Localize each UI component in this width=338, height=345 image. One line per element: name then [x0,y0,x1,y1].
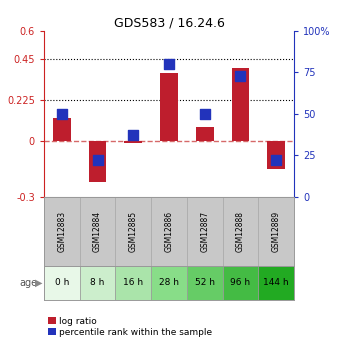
Bar [151,197,187,266]
Text: GSM12886: GSM12886 [165,210,173,252]
Text: 8 h: 8 h [90,278,105,287]
Bar [187,197,223,266]
Text: ▶: ▶ [35,278,42,288]
Text: GSM12884: GSM12884 [93,210,102,252]
Bar [115,197,151,266]
Bar [187,266,223,300]
Text: 0 h: 0 h [55,278,69,287]
Bar [223,266,258,300]
Bar [124,141,142,143]
Title: GDS583 / 16.24.6: GDS583 / 16.24.6 [114,17,224,30]
Bar [196,127,214,141]
Text: GSM12883: GSM12883 [57,210,66,252]
Text: GSM12888: GSM12888 [236,211,245,252]
Bar [44,266,80,300]
Bar [160,73,178,141]
Bar [258,266,294,300]
Point [238,73,243,79]
Point [273,157,279,163]
Bar [223,197,258,266]
Bar [80,266,115,300]
Point [202,111,208,117]
Text: GSM12887: GSM12887 [200,210,209,252]
Text: 96 h: 96 h [231,278,250,287]
Text: 28 h: 28 h [159,278,179,287]
Text: age: age [19,278,37,288]
Text: 52 h: 52 h [195,278,215,287]
Bar [258,197,294,266]
Bar [115,266,151,300]
Bar [89,141,106,182]
Point [59,111,65,117]
Point [130,132,136,138]
Bar [151,266,187,300]
Bar [53,118,71,141]
Text: GSM12889: GSM12889 [272,210,281,252]
Text: 144 h: 144 h [263,278,289,287]
Bar [267,141,285,169]
Bar [232,68,249,141]
Legend: log ratio, percentile rank within the sample: log ratio, percentile rank within the sa… [48,317,212,337]
Point [166,61,172,67]
Bar [80,197,115,266]
Text: 16 h: 16 h [123,278,143,287]
Bar [44,197,80,266]
Point [95,157,100,163]
Text: GSM12885: GSM12885 [129,210,138,252]
